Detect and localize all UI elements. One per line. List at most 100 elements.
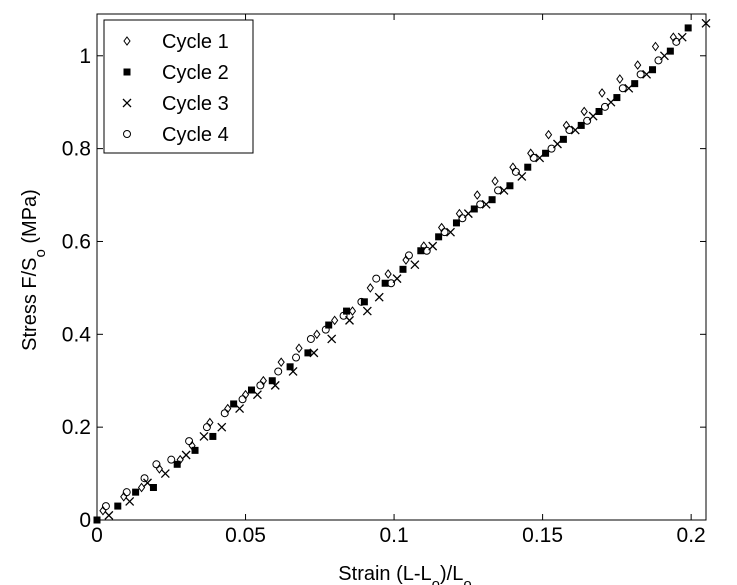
- data-point: [125, 496, 135, 506]
- data-point: [618, 84, 627, 93]
- data-point: [565, 126, 574, 135]
- data-point: [529, 153, 538, 162]
- legend-label-3: Cycle 3: [162, 93, 229, 115]
- legend-marker-2: [123, 68, 131, 76]
- x-tick-label: 0.15: [522, 524, 563, 547]
- data-point: [374, 292, 384, 302]
- legend: Cycle 1 Cycle 2 Cycle 3 Cycle 4: [103, 19, 254, 154]
- data-point: [325, 321, 333, 329]
- data-point: [209, 432, 217, 440]
- data-point: [476, 200, 485, 209]
- data-point: [238, 395, 247, 404]
- data-point: [649, 66, 657, 74]
- data-markers: [93, 18, 711, 524]
- data-point: [595, 107, 603, 115]
- data-point: [132, 488, 140, 496]
- legend-label-4: Cycle 4: [162, 124, 229, 146]
- y-axis-label-sub: o: [32, 249, 49, 257]
- x-tick-label: 0: [91, 524, 103, 547]
- data-point: [247, 386, 255, 394]
- data-point: [230, 400, 238, 408]
- x-axis-label-sub1: o: [432, 576, 440, 585]
- data-point: [410, 260, 420, 270]
- data-point: [167, 455, 176, 464]
- data-point: [642, 69, 652, 79]
- y-tick-label: 1: [79, 45, 91, 68]
- data-point: [217, 422, 227, 432]
- data-point: [357, 297, 366, 306]
- data-point: [306, 334, 315, 343]
- data-point: [616, 74, 624, 84]
- data-point: [140, 474, 149, 483]
- data-point: [327, 334, 337, 344]
- data-point: [470, 205, 478, 213]
- data-point: [185, 437, 194, 446]
- data-point: [252, 390, 262, 400]
- data-point: [583, 116, 592, 125]
- data-point: [381, 279, 389, 287]
- data-point: [114, 502, 122, 510]
- data-point: [321, 325, 330, 334]
- data-point: [173, 460, 181, 468]
- data-point: [292, 353, 301, 362]
- data-point: [143, 478, 152, 488]
- data-point: [220, 409, 229, 418]
- y-tick-label: 0.8: [62, 138, 91, 161]
- data-point: [491, 176, 499, 186]
- y-tick-label: 0.2: [62, 416, 91, 439]
- data-point: [331, 315, 339, 326]
- data-point: [268, 377, 276, 385]
- x-tick-label: 0.1: [379, 524, 408, 547]
- data-point: [104, 510, 114, 520]
- data-point: [524, 163, 532, 171]
- y-axis-label-unit: (MPa): [19, 189, 41, 249]
- data-point: [654, 56, 663, 65]
- data-point: [313, 329, 321, 340]
- x-tick-label: 0.2: [677, 524, 706, 547]
- data-point: [600, 102, 609, 111]
- x-axis-label: Strain (L-Lo)/Lo: [338, 563, 471, 585]
- data-point: [435, 233, 443, 241]
- data-point: [191, 446, 199, 454]
- data-point: [666, 47, 674, 55]
- data-point: [270, 380, 280, 390]
- y-tick-label: 0: [79, 509, 91, 532]
- data-point: [384, 269, 392, 279]
- data-point: [366, 283, 374, 293]
- data-point: [481, 199, 491, 209]
- data-point: [137, 482, 146, 493]
- data-point: [101, 502, 110, 511]
- data-point: [580, 106, 588, 117]
- data-point: [286, 363, 294, 371]
- data-point: [152, 460, 161, 469]
- y-tick-label: 0.6: [62, 230, 91, 253]
- data-point: [122, 488, 131, 497]
- data-point: [684, 24, 692, 32]
- data-point: [570, 125, 580, 135]
- data-point: [631, 80, 639, 88]
- legend-marker-4: [123, 130, 131, 138]
- data-point: [511, 167, 520, 176]
- data-point: [494, 186, 503, 195]
- data-point: [404, 251, 413, 260]
- legend-label-2: Cycle 2: [162, 62, 229, 84]
- data-point: [399, 265, 407, 273]
- x-axis-label-sub2: o: [463, 576, 471, 585]
- data-point: [577, 121, 585, 129]
- data-point: [542, 149, 550, 157]
- data-point: [452, 219, 460, 227]
- data-point: [488, 196, 496, 204]
- data-point: [277, 357, 285, 367]
- legend-marker-3: [122, 98, 132, 108]
- data-point: [235, 404, 245, 414]
- plot-frame: [96, 13, 707, 521]
- data-point: [309, 348, 319, 358]
- data-point: [544, 129, 553, 140]
- data-point: [360, 298, 368, 306]
- data-point: [701, 18, 711, 28]
- data-point: [446, 227, 455, 237]
- data-point: [559, 135, 567, 143]
- data-point: [372, 274, 381, 283]
- data-point: [343, 307, 351, 315]
- data-point: [93, 516, 101, 524]
